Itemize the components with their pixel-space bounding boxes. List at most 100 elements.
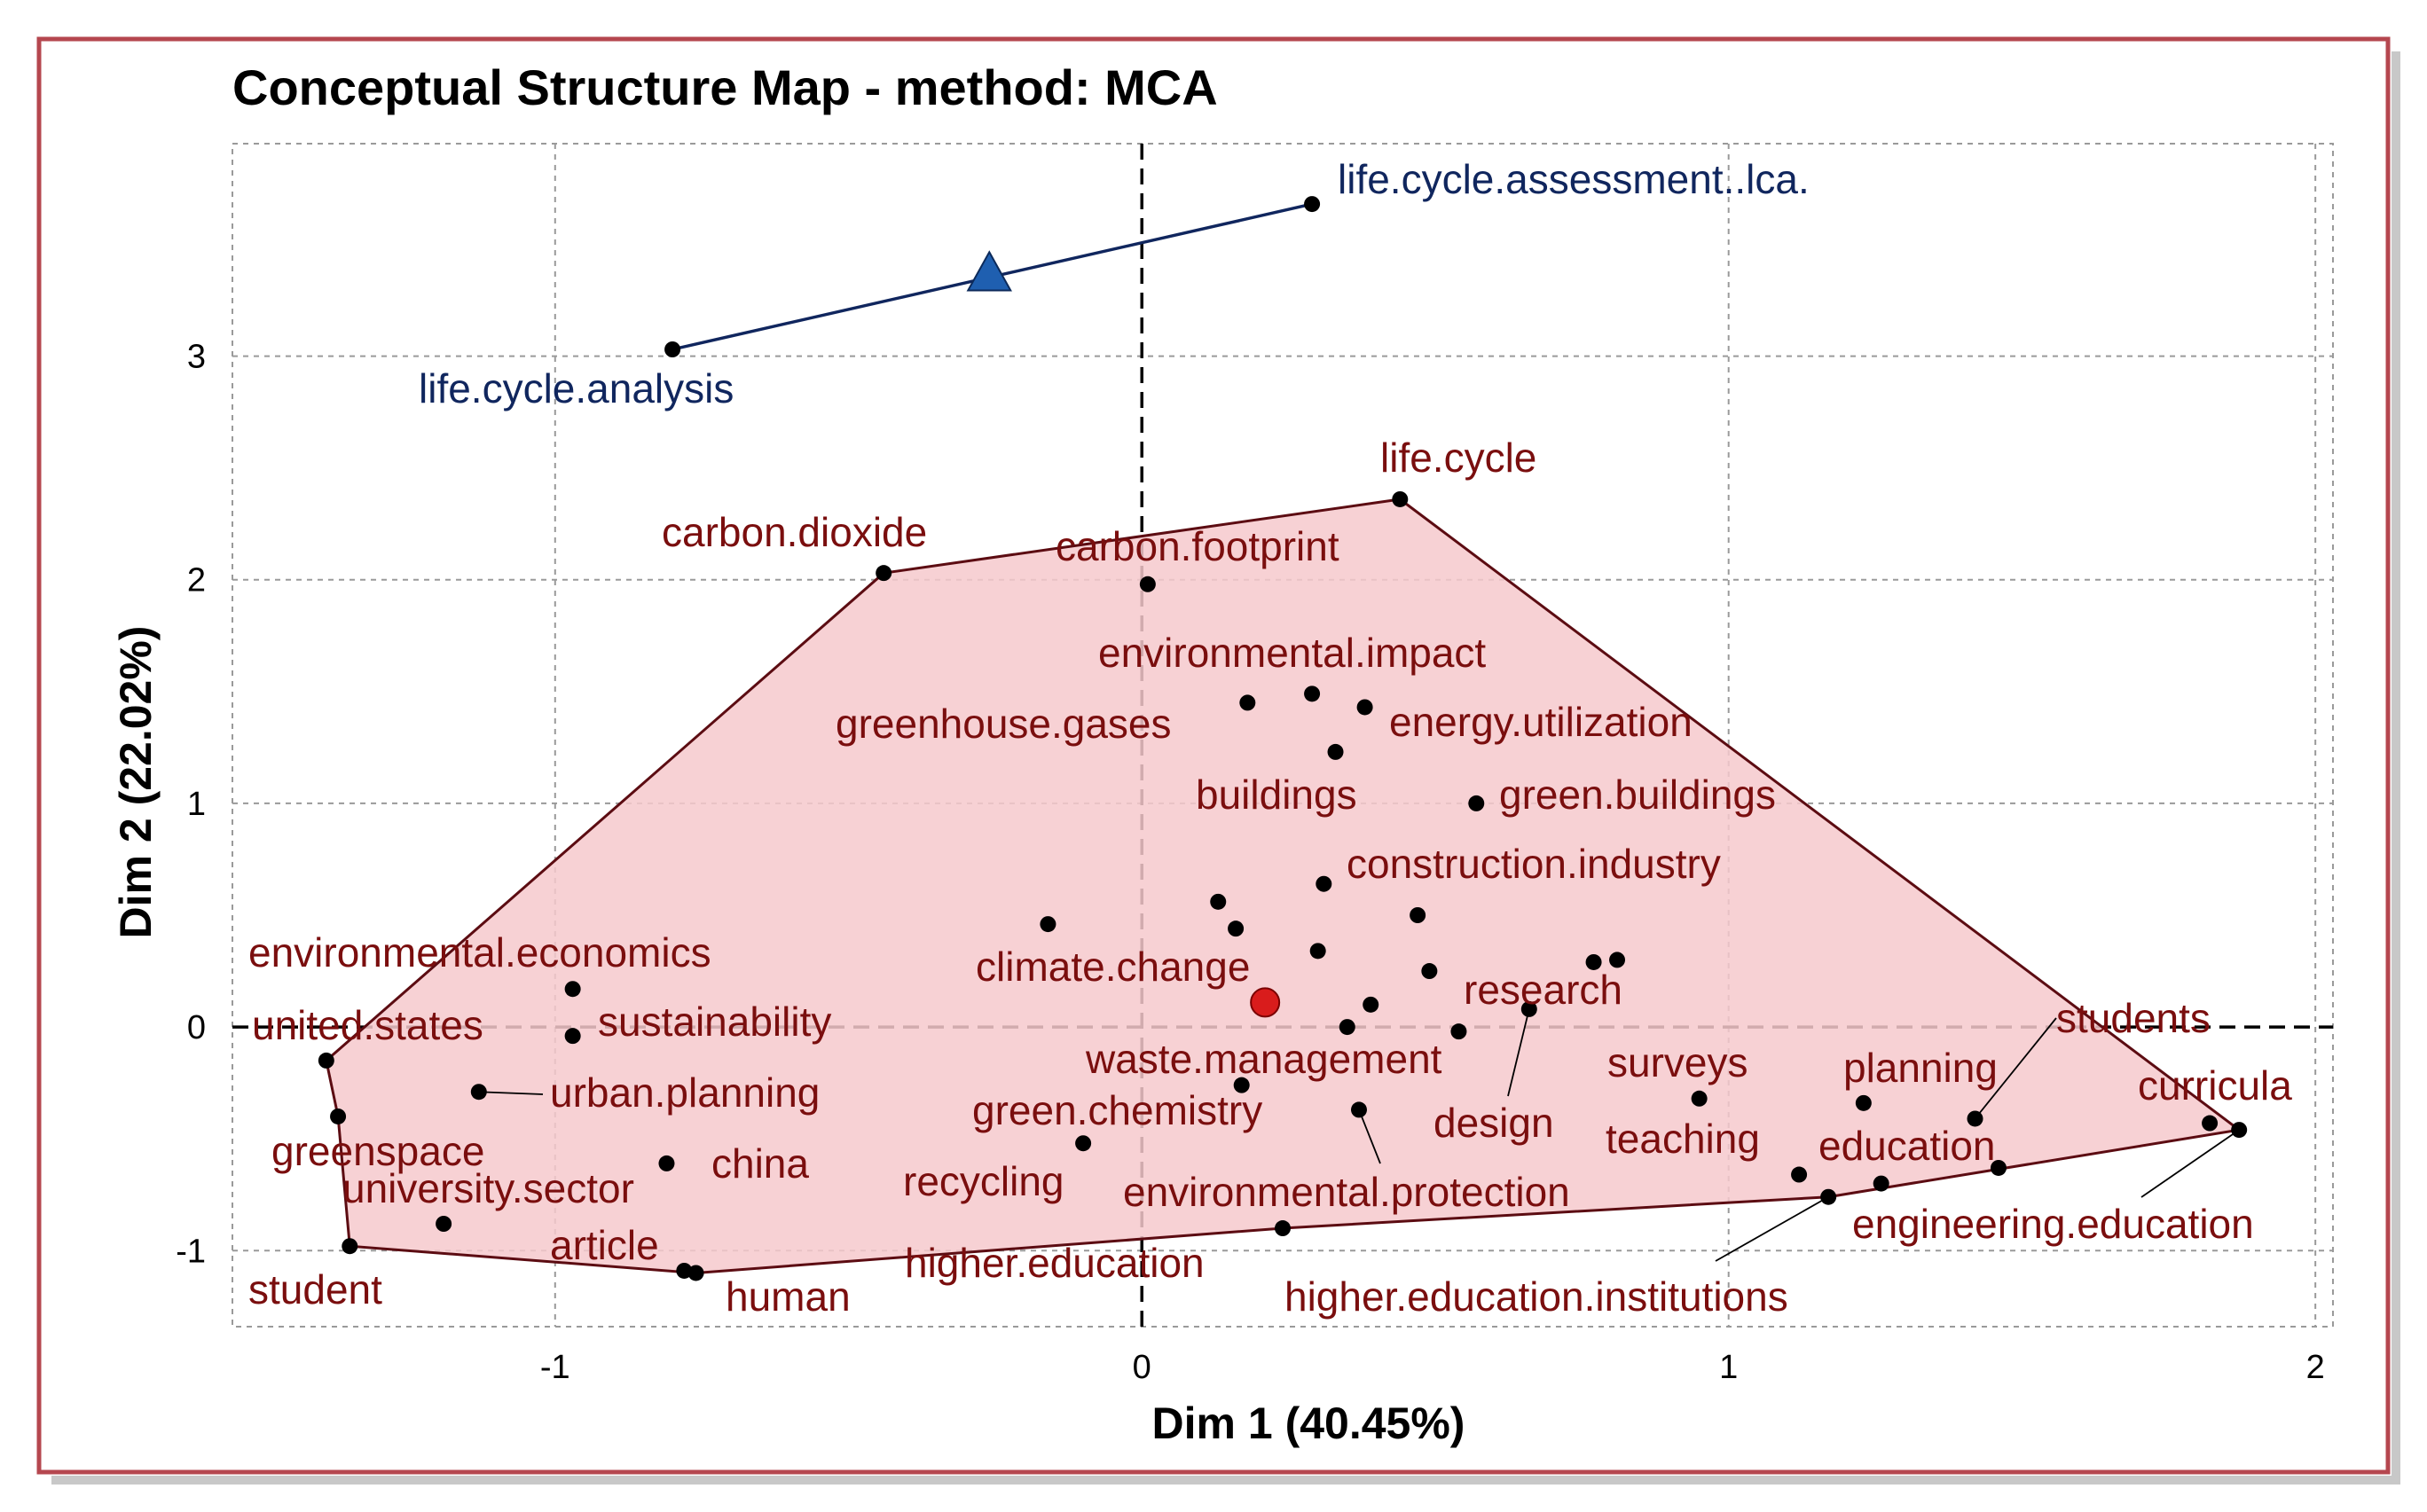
label-energy-utilization: energy.utilization (1389, 699, 1693, 745)
data-point (1855, 1094, 1872, 1111)
data-point (1316, 875, 1332, 892)
cluster-1-hull (325, 497, 2242, 1275)
label-buildings: buildings (1196, 772, 1357, 818)
leader-line (478, 1091, 544, 1095)
label-research: research (1464, 967, 1622, 1013)
data-point (342, 1238, 358, 1255)
label-education: education (1818, 1123, 1996, 1169)
data-point (1139, 576, 1156, 592)
x-tick-label: 1 (1719, 1349, 1738, 1386)
label-environmental-impact: environmental.impact (1098, 630, 1486, 676)
data-point (1609, 952, 1626, 968)
leader-line (1974, 1017, 2057, 1120)
leader-line-layer (478, 1008, 2240, 1262)
data-point (1990, 1159, 2007, 1176)
data-point (1468, 795, 1485, 811)
label-carbon-footprint: carbon.footprint (1056, 523, 1339, 569)
leader-line (2140, 1129, 2240, 1198)
label-life-cycle: life.cycle (1380, 435, 1536, 481)
data-point (2202, 1115, 2219, 1132)
data-point (2231, 1122, 2248, 1139)
label-higher-education-institutions: higher.education.institutions (1284, 1273, 1788, 1320)
label-higher-education: higher.education (905, 1240, 1205, 1286)
data-point (1585, 953, 1602, 970)
data-point (1392, 490, 1409, 507)
label-planning: planning (1843, 1045, 1998, 1091)
frame-shadow-bottom (51, 1476, 2400, 1485)
label-students: students (2056, 995, 2211, 1041)
data-point (1239, 694, 1256, 711)
label-sustainability: sustainability (598, 999, 831, 1045)
data-point (1309, 943, 1326, 960)
plot-border (232, 143, 2334, 1328)
x-tick-label: 2 (2306, 1349, 2325, 1386)
data-point (318, 1052, 334, 1069)
y-tick-label: 0 (187, 1009, 206, 1046)
point-layer (318, 196, 2248, 1281)
data-point (658, 1155, 675, 1171)
label-student: student (248, 1266, 382, 1312)
label-construction-industry: construction.industry (1347, 841, 1721, 887)
label-environmental-economics: environmental.economics (248, 929, 711, 975)
data-point (564, 1028, 581, 1045)
data-point (1363, 996, 1379, 1013)
label-green-buildings: green.buildings (1499, 772, 1776, 818)
label-recycling: recycling (903, 1158, 1064, 1204)
data-point (1873, 1175, 1889, 1192)
label-climate-change: climate.change (976, 944, 1250, 990)
data-point (1450, 1023, 1467, 1040)
data-point (1350, 1101, 1367, 1118)
leader-line (1358, 1109, 1381, 1164)
data-point (1304, 196, 1321, 213)
data-point (564, 981, 581, 998)
label-article: article (550, 1222, 659, 1268)
data-point (470, 1084, 487, 1101)
label-life-cycle-assessment-lca: life.cycle.assessment..lca. (1338, 156, 1810, 202)
data-point (1233, 1077, 1250, 1093)
data-point (1520, 1000, 1537, 1017)
label-greenhouse-gases: greenhouse.gases (836, 701, 1172, 747)
label-carbon-dioxide: carbon.dioxide (662, 509, 927, 555)
x-axis-label: Dim 1 (40.45%) (1152, 1398, 1465, 1448)
label-design: design (1433, 1100, 1554, 1146)
label-engineering-education: engineering.education (1852, 1201, 2254, 1247)
data-point (1210, 893, 1227, 910)
data-point (876, 565, 892, 582)
data-point (1339, 1019, 1355, 1036)
data-point (1791, 1166, 1808, 1183)
label-united-states: united.states (252, 1002, 483, 1048)
data-point (1327, 743, 1344, 760)
data-point (1304, 685, 1321, 702)
label-university-sector: university.sector (342, 1165, 634, 1211)
point-label-layer: life.cycle.assessment..lca. life.cycle.a… (248, 156, 2292, 1320)
label-green-chemistry: green.chemistry (972, 1087, 1262, 1133)
label-waste-management: waste.management (1085, 1036, 1442, 1082)
label-curricula: curricula (2138, 1062, 2292, 1109)
label-environmental-protection: environmental.protection (1123, 1169, 1570, 1215)
frame-shadow-right (2392, 51, 2400, 1479)
cluster-2-centroid (966, 250, 1012, 292)
label-urban-planning: urban.planning (550, 1069, 820, 1116)
data-point (676, 1262, 693, 1279)
label-life-cycle-analysis: life.cycle.analysis (419, 365, 734, 411)
cluster-1-centroid (1250, 987, 1281, 1018)
y-tick-label: 2 (187, 562, 206, 599)
data-point (1075, 1135, 1092, 1152)
leader-line (1507, 1008, 1530, 1097)
data-point (1820, 1188, 1837, 1205)
leader-line (1715, 1195, 1829, 1262)
data-point (1228, 921, 1245, 937)
data-point (1356, 699, 1373, 716)
label-china: china (711, 1140, 809, 1187)
y-tick-label: -1 (176, 1233, 206, 1270)
data-point (1410, 907, 1426, 923)
tick-label-layer: -1 0 1 2 -1 0 1 2 3 (176, 339, 2325, 1386)
label-teaching: teaching (1606, 1116, 1760, 1162)
data-point (664, 341, 681, 357)
x-tick-label: -1 (540, 1349, 570, 1386)
data-point (436, 1216, 452, 1232)
data-point (1275, 1220, 1291, 1237)
y-tick-label: 3 (187, 339, 206, 376)
